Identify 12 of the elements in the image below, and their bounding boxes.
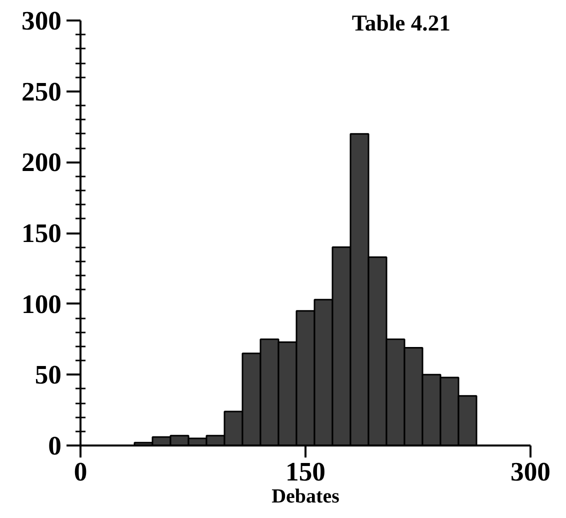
y-tick-label: 0 <box>48 430 62 460</box>
x-tick-label: 300 <box>510 456 550 486</box>
x-tick-label: 150 <box>286 456 326 486</box>
chart-title: Table 4.21 <box>352 10 450 36</box>
x-axis-title: Debates <box>272 486 340 508</box>
y-tick-label: 150 <box>22 218 62 248</box>
x-tick-label: 0 <box>74 456 88 486</box>
y-tick-label: 200 <box>22 147 62 178</box>
y-tick-label: 300 <box>22 6 62 36</box>
y-tick-label: 100 <box>22 288 62 319</box>
y-tick-label: 50 <box>34 360 62 390</box>
y-tick-label: 250 <box>22 76 62 106</box>
